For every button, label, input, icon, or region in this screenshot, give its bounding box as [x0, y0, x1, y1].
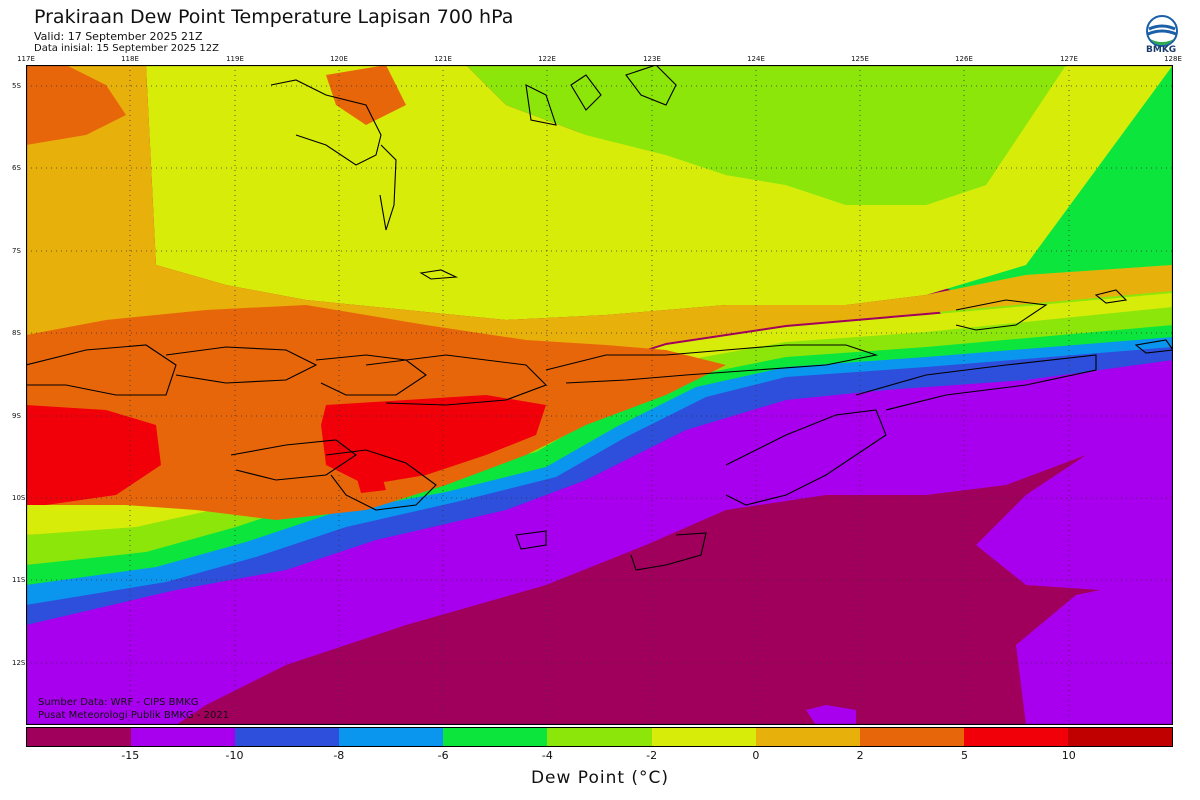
bmkg-logo-text: BMKG	[1146, 45, 1177, 55]
lon-label: 117E	[17, 55, 35, 63]
lon-label: 122E	[538, 55, 556, 63]
colorbar-tick-label: -10	[225, 749, 244, 762]
colorbar-tick-label: -6	[437, 749, 449, 762]
lat-label: 12S	[12, 659, 26, 667]
colorbar-segment	[339, 728, 444, 746]
colorbar	[26, 727, 1173, 747]
band-purple	[26, 355, 1173, 725]
lon-label: 123E	[643, 55, 661, 63]
credit-source: Sumber Data: WRF - CIPS BMKG	[38, 697, 199, 708]
band-darkorange-n	[326, 65, 406, 125]
band-darkorange-nw	[26, 65, 126, 145]
band-purple-lower	[1016, 575, 1173, 725]
colorbar-segment	[547, 728, 652, 746]
dewpoint-map	[26, 65, 1173, 725]
lon-label: 125E	[851, 55, 869, 63]
lat-label: 8S	[12, 329, 21, 337]
colorbar-segment	[27, 728, 132, 746]
colorbar-segment	[651, 728, 756, 746]
band-red-west	[26, 405, 161, 505]
lon-label: 119E	[226, 55, 244, 63]
band-lightblue	[26, 335, 1173, 605]
colorbar-tick-label: 0	[752, 749, 760, 762]
band-lime-ne	[466, 65, 1066, 205]
band-purple-strip	[806, 705, 856, 725]
band-green	[26, 323, 1173, 585]
lon-label: 118E	[121, 55, 139, 63]
colorbar-label: Dew Point (°C)	[530, 768, 670, 788]
colorbar-tick-label: 5	[960, 749, 968, 762]
lon-label: 121E	[434, 55, 452, 63]
colorbar-segment	[755, 728, 860, 746]
colorbar-segment	[963, 728, 1068, 746]
coastlines	[26, 65, 1173, 571]
map-title: Prakiraan Dew Point Temperature Lapisan …	[34, 6, 514, 28]
colorbar-tick-label: -2	[646, 749, 658, 762]
band-darkblue	[26, 345, 1173, 625]
lat-label: 9S	[12, 412, 21, 420]
lat-label: 6S	[12, 164, 21, 172]
colorbar-tick-label: 10	[1061, 749, 1076, 762]
colorbar-segment	[235, 728, 340, 746]
bmkg-logo-icon	[1146, 15, 1178, 47]
lon-label: 120E	[330, 55, 348, 63]
colorbar-segment	[859, 728, 964, 746]
colorbar-segment	[443, 728, 548, 746]
credit-center: Pusat Meteorologi Publik BMKG - 2021	[38, 710, 230, 721]
valid-time: Valid: 17 September 2025 21Z	[34, 30, 203, 43]
colorbar-tick-label: -15	[121, 749, 140, 762]
lat-label: 7S	[12, 247, 21, 255]
init-time: Data inisial: 15 September 2025 12Z	[34, 43, 219, 54]
band-red-central	[321, 395, 546, 485]
lat-label: 11S	[12, 576, 26, 584]
colorbar-segment	[1067, 728, 1173, 746]
lon-label: 128E	[1164, 55, 1182, 63]
colorbar-segment	[131, 728, 236, 746]
colorbar-tick-label: -4	[541, 749, 553, 762]
lat-label: 5S	[12, 82, 21, 90]
band-red-spot	[356, 473, 386, 493]
colorbar-tick-label: -8	[333, 749, 345, 762]
lon-label: 127E	[1060, 55, 1078, 63]
lon-label: 126E	[955, 55, 973, 63]
lat-label: 10S	[12, 494, 26, 502]
colorbar-tick-label: 2	[856, 749, 864, 762]
lon-label: 124E	[747, 55, 765, 63]
band-yellow-north	[146, 65, 1173, 320]
